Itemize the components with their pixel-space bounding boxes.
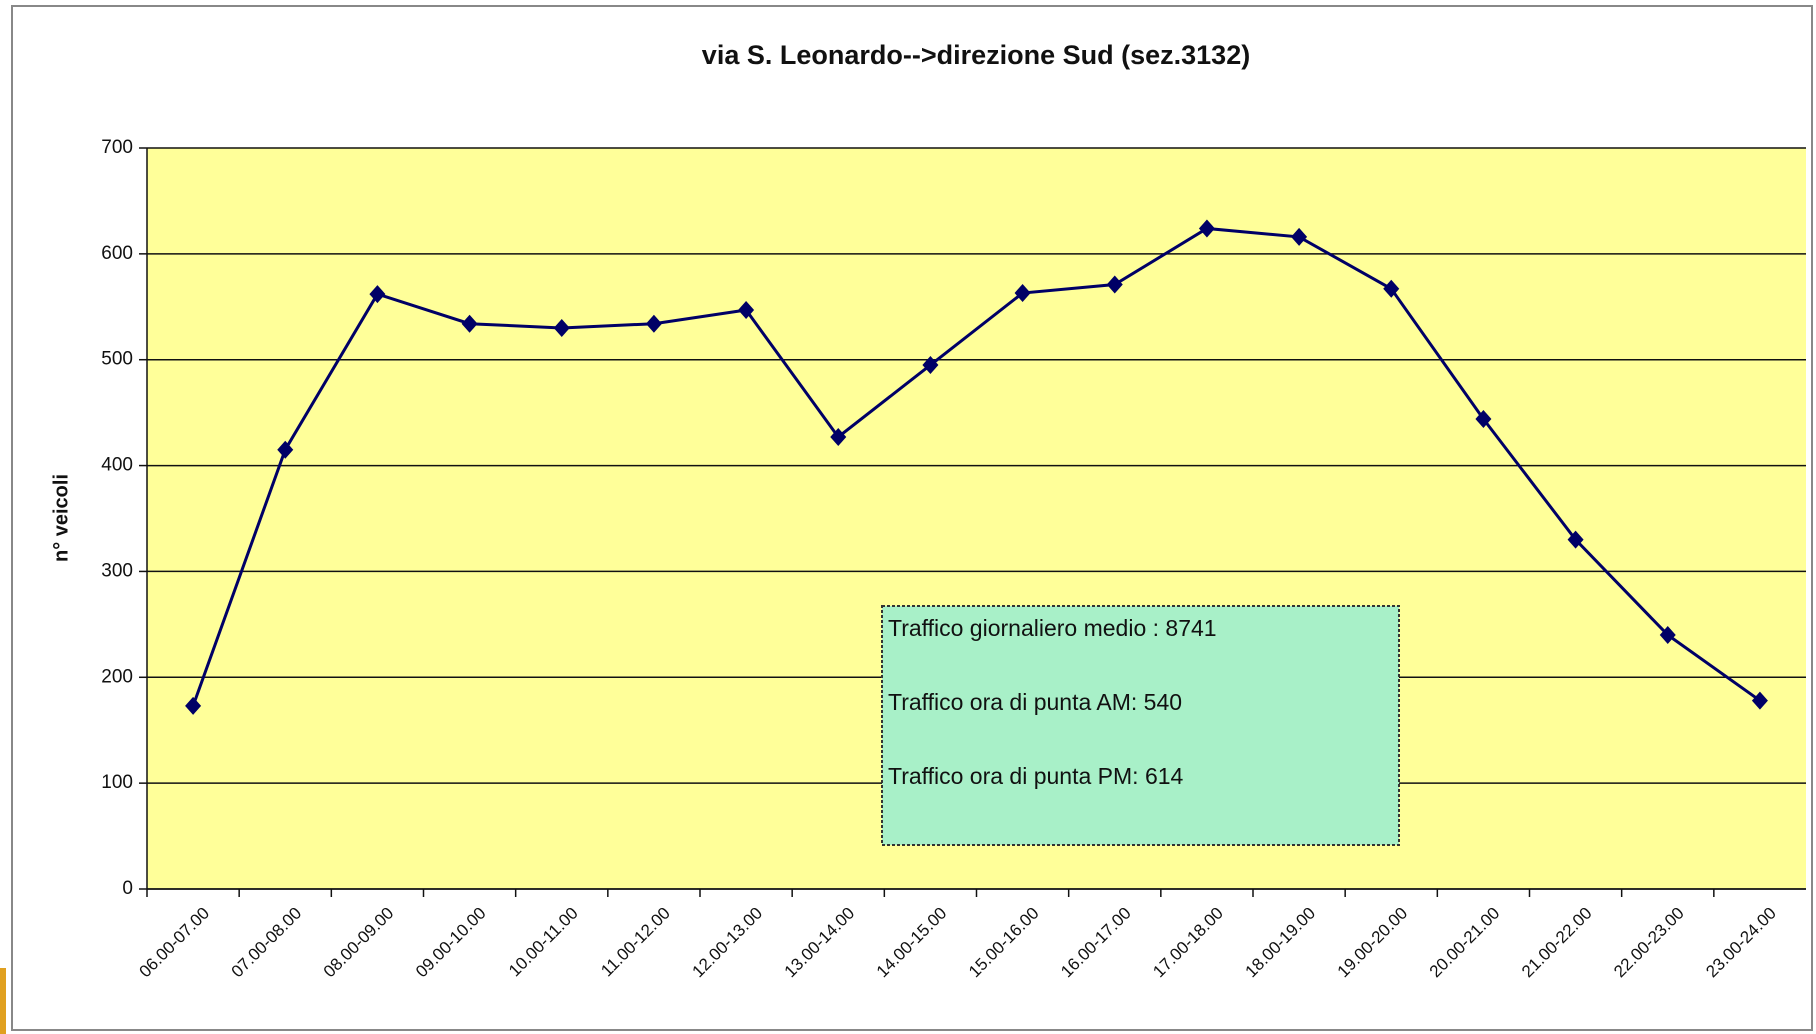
data-point [922,356,939,375]
data-point [830,427,847,446]
data-point [1383,279,1400,298]
data-point [645,314,662,333]
y-tick-label: 600 [101,243,133,264]
data-point [1106,275,1123,294]
y-tick-label: 100 [101,772,133,793]
data-point [1475,409,1492,428]
data-point [369,285,386,304]
data-point [1659,625,1676,644]
data-point [1567,530,1584,549]
y-axis-label: n° veicoli [50,474,72,562]
data-point [1751,691,1768,710]
corner-decoration [0,968,6,1034]
data-point [553,318,570,337]
data-point [461,314,478,333]
y-tick-label: 400 [101,455,133,476]
annotation-text: Traffico ora di punta AM: 540 [888,689,1182,715]
annotation-box [881,605,1400,846]
data-point [1014,284,1031,303]
data-point [185,696,202,715]
data-point [277,440,294,459]
data-line [191,226,1761,707]
y-tick-label: 700 [101,137,133,158]
y-tick-label: 500 [101,349,133,370]
y-tick-label: 200 [101,666,133,687]
annotation-text: Traffico ora di punta PM: 614 [888,763,1184,789]
y-tick-label: 0 [122,878,133,899]
chart-title: via S. Leonardo-->direzione Sud (sez.313… [702,40,1250,70]
data-point [1291,227,1308,246]
y-tick-label: 300 [101,560,133,581]
annotation-text: Traffico giornaliero medio : 8741 [888,615,1217,641]
data-point [1198,219,1215,238]
data-point [738,300,755,319]
